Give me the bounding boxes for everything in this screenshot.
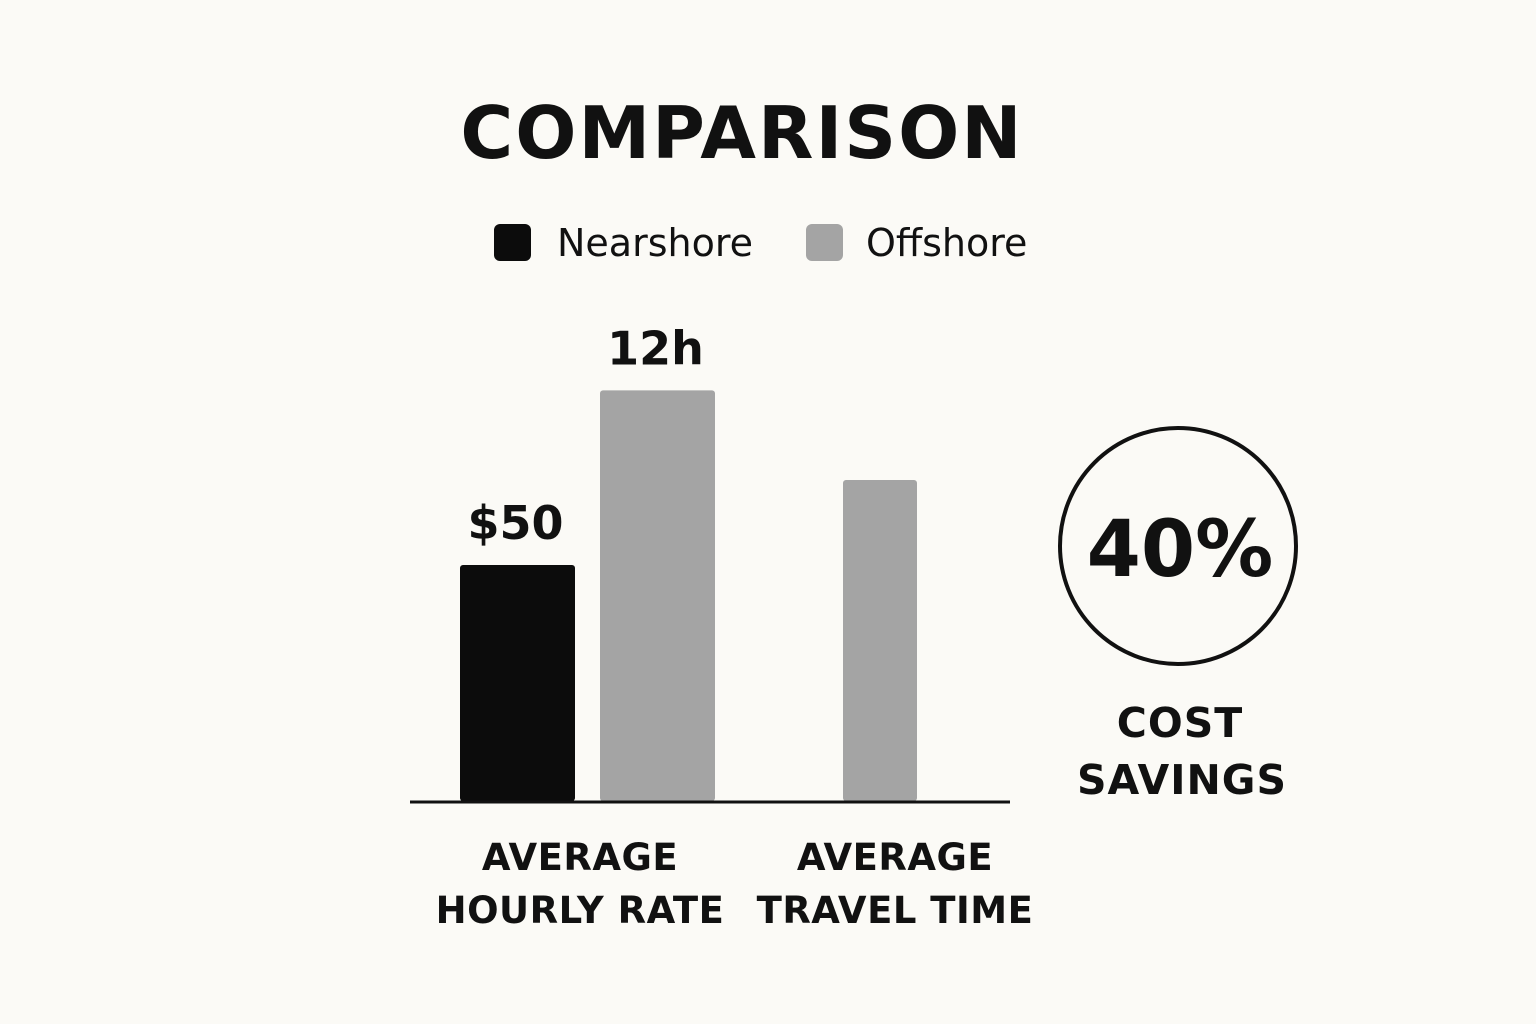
bar-offshore-0 — [600, 390, 715, 801]
kpi-value: 40% — [1087, 505, 1274, 595]
chart-title: COMPARISON — [460, 91, 1023, 175]
category-label-0-line-1: HOURLY RATE — [436, 889, 725, 932]
legend-swatch-offshore — [806, 224, 843, 261]
kpi-circle — [1058, 426, 1298, 666]
bar-nearshore-0 — [460, 565, 575, 801]
data-label-nearshore-0: $50 — [467, 496, 563, 550]
legend-label-offshore: Offshore — [866, 221, 1027, 265]
category-label-1-line-0: AVERAGE — [797, 836, 993, 879]
data-label-offshore-0: 12h — [607, 321, 704, 375]
category-label-1-line-1: TRAVEL TIME — [757, 889, 1034, 932]
bar-offshore-1 — [843, 480, 917, 801]
kpi-label-line-1: COST — [1117, 699, 1243, 747]
category-labels: AVERAGE HOURLY RATE AVERAGE TRAVEL TIME — [436, 836, 1034, 932]
legend-label-nearshore: Nearshore — [557, 221, 753, 265]
kpi-label-line-2: SAVINGS — [1077, 756, 1287, 804]
bar-series-group: $50 12h — [460, 321, 917, 801]
cost-savings-kpi: 40% COST SAVINGS — [1058, 426, 1298, 804]
chart-legend: Nearshore Offshore — [494, 221, 1027, 265]
category-label-0-line-0: AVERAGE — [482, 836, 678, 879]
legend-swatch-nearshore — [494, 224, 531, 261]
